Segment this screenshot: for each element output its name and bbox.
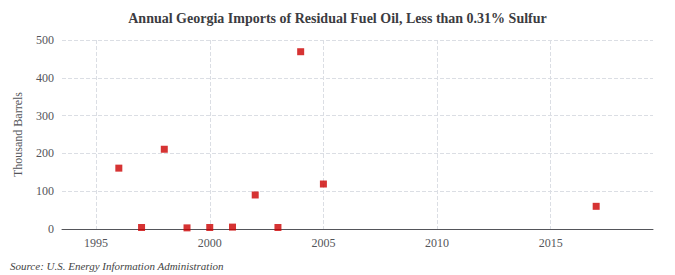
- svg-text:200: 200: [36, 146, 54, 160]
- svg-text:2000: 2000: [198, 236, 222, 250]
- svg-text:2015: 2015: [539, 236, 563, 250]
- svg-text:400: 400: [36, 71, 54, 85]
- svg-text:100: 100: [36, 184, 54, 198]
- svg-text:2005: 2005: [311, 236, 335, 250]
- svg-text:Annual Georgia Imports of Resi: Annual Georgia Imports of Residual Fuel …: [128, 11, 547, 26]
- svg-text:300: 300: [36, 109, 54, 123]
- svg-text:Thousand Barrels: Thousand Barrels: [11, 92, 25, 177]
- svg-text:500: 500: [36, 33, 54, 47]
- svg-text:1995: 1995: [84, 236, 108, 250]
- svg-text:2010: 2010: [425, 236, 449, 250]
- svg-text:0: 0: [48, 222, 54, 236]
- svg-text:Source: U.S. Energy Informatio: Source: U.S. Energy Information Administ…: [10, 260, 224, 272]
